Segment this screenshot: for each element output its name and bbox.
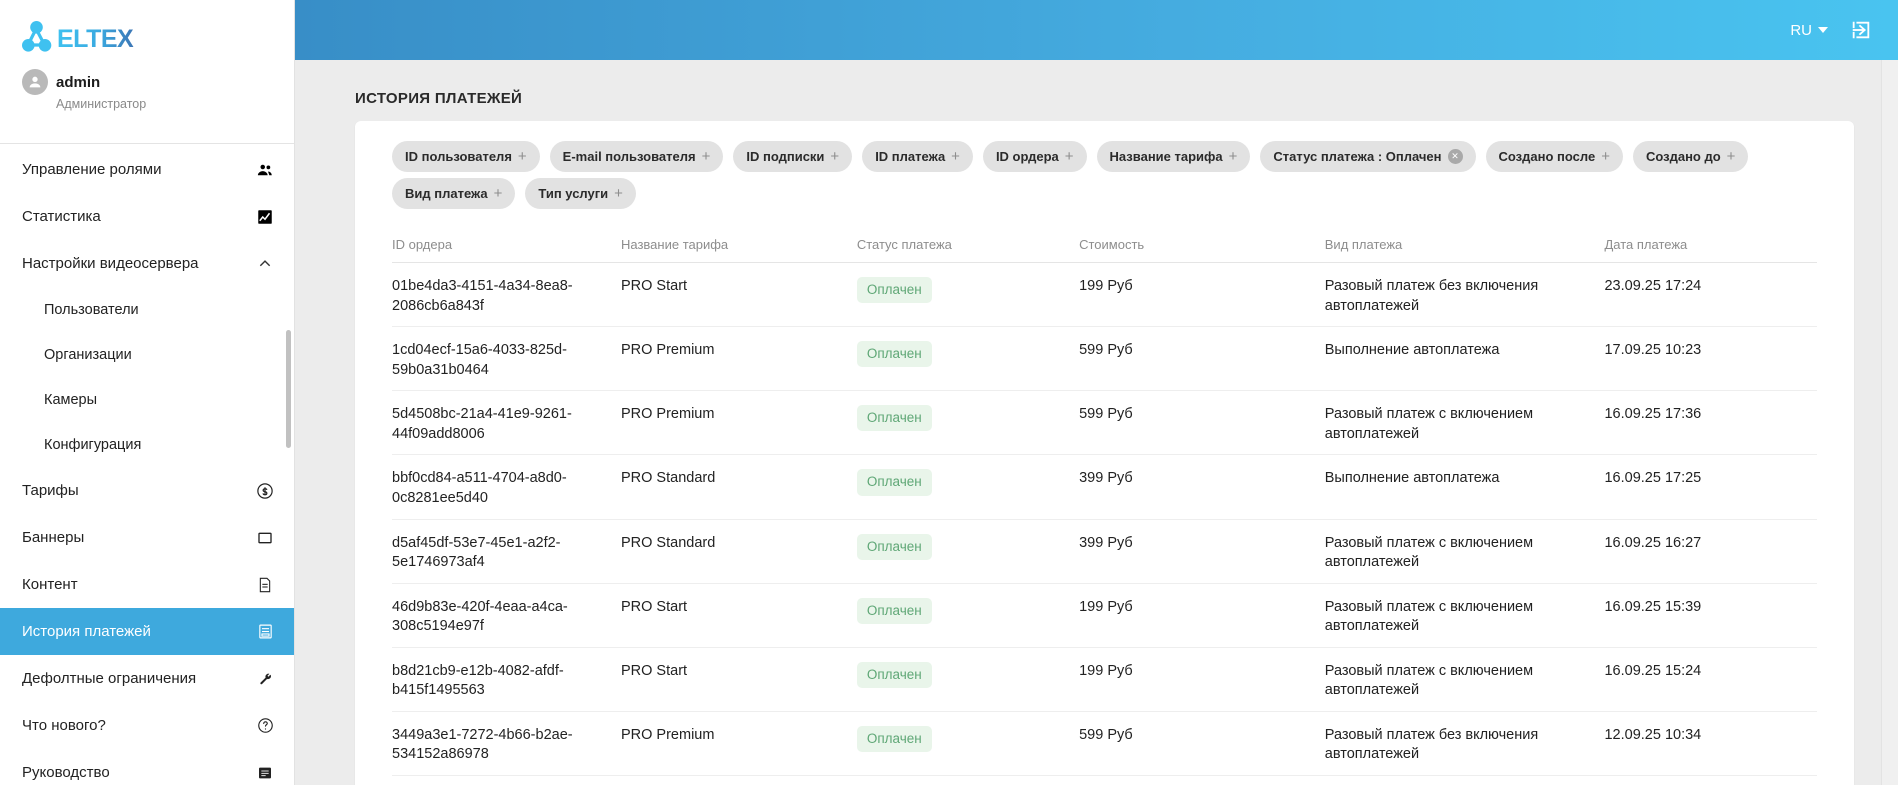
- svg-text:ELTEX: ELTEX: [57, 25, 134, 53]
